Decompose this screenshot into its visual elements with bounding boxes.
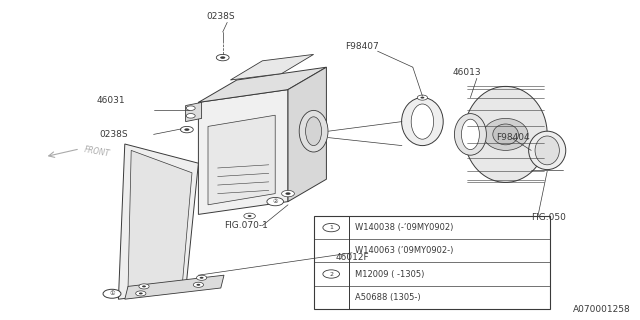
Circle shape xyxy=(193,282,204,287)
Circle shape xyxy=(180,126,193,133)
Ellipse shape xyxy=(402,98,444,146)
Ellipse shape xyxy=(493,124,518,145)
Circle shape xyxy=(139,292,143,294)
Text: A50688 (1305-): A50688 (1305-) xyxy=(355,293,421,302)
Text: A070001258: A070001258 xyxy=(573,305,630,314)
Text: M12009 ( -1305): M12009 ( -1305) xyxy=(355,269,424,278)
Text: ①: ① xyxy=(109,291,115,296)
Text: FIG.050: FIG.050 xyxy=(531,213,566,222)
Polygon shape xyxy=(128,150,192,290)
Text: FRONT: FRONT xyxy=(83,145,110,159)
Circle shape xyxy=(267,197,284,206)
Circle shape xyxy=(184,128,189,131)
Text: F98404: F98404 xyxy=(496,133,530,142)
Polygon shape xyxy=(198,90,288,214)
Circle shape xyxy=(248,215,252,217)
FancyBboxPatch shape xyxy=(314,216,550,309)
Polygon shape xyxy=(288,67,326,202)
Polygon shape xyxy=(125,275,224,299)
Circle shape xyxy=(323,270,339,278)
Polygon shape xyxy=(230,54,314,80)
Ellipse shape xyxy=(535,136,559,165)
Circle shape xyxy=(196,284,200,286)
Text: 46012F: 46012F xyxy=(335,253,369,262)
Circle shape xyxy=(103,289,121,298)
Ellipse shape xyxy=(412,104,434,139)
Text: 46013: 46013 xyxy=(453,68,481,77)
Ellipse shape xyxy=(306,117,322,146)
Polygon shape xyxy=(186,102,202,122)
Text: W140063 (’09MY0902-): W140063 (’09MY0902-) xyxy=(355,246,454,255)
Polygon shape xyxy=(118,144,198,299)
Circle shape xyxy=(220,56,225,59)
Ellipse shape xyxy=(483,118,528,150)
Ellipse shape xyxy=(461,119,479,150)
Text: 0238S: 0238S xyxy=(207,12,235,21)
Circle shape xyxy=(196,275,207,280)
Text: ②: ② xyxy=(273,199,278,204)
Ellipse shape xyxy=(454,114,486,155)
Text: FIG.070-1: FIG.070-1 xyxy=(225,221,268,230)
Text: W140038 (-’09MY0902): W140038 (-’09MY0902) xyxy=(355,223,454,232)
Text: F98407: F98407 xyxy=(345,42,378,51)
Circle shape xyxy=(417,95,428,100)
Text: 0238S: 0238S xyxy=(99,130,128,139)
Circle shape xyxy=(285,192,291,195)
Ellipse shape xyxy=(529,131,566,170)
Circle shape xyxy=(186,106,195,110)
Polygon shape xyxy=(208,115,275,205)
Text: 1: 1 xyxy=(329,225,333,230)
Circle shape xyxy=(420,97,424,99)
Text: 46031: 46031 xyxy=(96,96,125,105)
Circle shape xyxy=(323,223,339,232)
Ellipse shape xyxy=(300,110,328,152)
Circle shape xyxy=(200,277,204,279)
Circle shape xyxy=(244,213,255,219)
Circle shape xyxy=(216,54,229,61)
Ellipse shape xyxy=(464,86,547,182)
Circle shape xyxy=(186,114,195,118)
Circle shape xyxy=(139,284,149,289)
Circle shape xyxy=(142,285,146,287)
Circle shape xyxy=(282,190,294,197)
Circle shape xyxy=(136,291,146,296)
Text: 2: 2 xyxy=(329,271,333,276)
Polygon shape xyxy=(198,67,326,102)
